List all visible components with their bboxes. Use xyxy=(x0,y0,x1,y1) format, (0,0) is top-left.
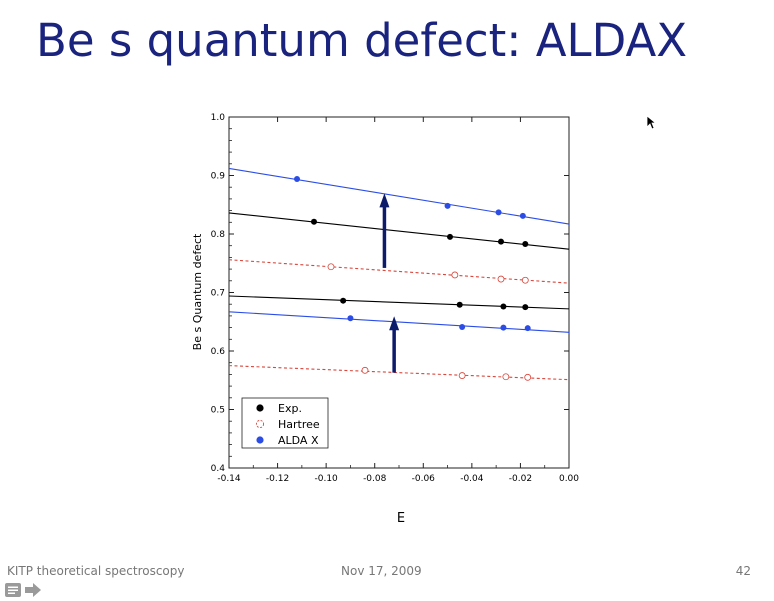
data-point xyxy=(497,275,505,283)
data-point xyxy=(451,271,459,279)
data-point xyxy=(311,218,317,225)
data-point xyxy=(500,324,507,331)
x-tick-label: 0.00 xyxy=(559,474,579,484)
quantum-defect-chart: E Be s Quantum defect -0.14 -0.12 -0.10 -0.… xyxy=(191,113,579,526)
legend-marker xyxy=(256,436,264,444)
legend-marker xyxy=(255,419,265,429)
footer-date: Nov 17, 2009 xyxy=(341,564,422,578)
fit-line xyxy=(228,311,570,333)
x-tick-label: -0.08 xyxy=(363,474,387,484)
legend: Exp. Hartree ALDA X xyxy=(241,397,329,449)
slide-navigation xyxy=(5,582,42,601)
y-tick-label: 0.7 xyxy=(211,289,225,299)
y-tick-label: 0.9 xyxy=(211,172,226,182)
y-axis-label: Be s Quantum defect xyxy=(191,233,204,350)
fit-line xyxy=(228,212,570,250)
annotation-arrows xyxy=(379,193,400,373)
data-point xyxy=(522,240,529,247)
mouse-cursor-icon xyxy=(646,115,657,134)
fit-line xyxy=(228,295,570,310)
fit-line xyxy=(228,365,570,381)
axis-labels: E Be s Quantum defect -0.14 -0.12 -0.10 -0.… xyxy=(191,113,579,526)
data-point xyxy=(502,373,510,381)
x-tick-label: -0.12 xyxy=(266,474,289,484)
y-tick-label: 0.5 xyxy=(211,406,225,416)
data-point xyxy=(495,209,502,216)
data-point xyxy=(447,233,453,240)
annotation-arrow-head xyxy=(379,193,390,208)
annotation-arrow-head xyxy=(389,316,400,331)
legend-label: ALDA X xyxy=(278,434,319,447)
legend-label: Hartree xyxy=(278,418,320,431)
arrow-right-icon[interactable] xyxy=(24,582,42,601)
x-tick-label: -0.10 xyxy=(314,474,338,484)
data-point xyxy=(444,202,451,209)
data-point xyxy=(500,303,507,310)
legend-marker xyxy=(256,404,264,412)
footer-left: KITP theoretical spectroscopy xyxy=(7,564,185,578)
data-point xyxy=(498,238,504,245)
data-point xyxy=(519,212,526,219)
fit-line xyxy=(228,259,570,284)
x-tick-label: -0.04 xyxy=(460,474,484,484)
data-point xyxy=(458,372,466,379)
data-point xyxy=(347,315,354,322)
data-point xyxy=(456,301,463,308)
data-point xyxy=(521,276,529,284)
y-tick-label: 0.8 xyxy=(211,230,226,240)
data-point xyxy=(524,373,532,381)
y-tick-label: 1.0 xyxy=(211,113,226,123)
data-point xyxy=(361,366,369,374)
y-tick-label: 0.4 xyxy=(211,464,226,474)
data-point xyxy=(340,297,347,304)
data-point xyxy=(459,324,466,331)
data-point xyxy=(522,304,529,311)
legend-label: Exp. xyxy=(278,402,302,415)
x-tick-label: -0.14 xyxy=(217,474,241,484)
data-points xyxy=(294,176,532,381)
plot-ticks xyxy=(228,116,570,469)
y-tick-label: 0.6 xyxy=(211,347,226,357)
fit-line xyxy=(228,167,570,225)
slide-title: Be s quantum defect: ALDAX xyxy=(36,14,688,67)
fit-lines xyxy=(228,167,570,381)
menu-icon[interactable] xyxy=(5,582,21,601)
data-point xyxy=(524,325,531,332)
slide-number: 42 xyxy=(735,564,751,578)
x-tick-label: -0.02 xyxy=(509,474,532,484)
x-axis-label: E xyxy=(397,511,405,526)
data-point xyxy=(294,176,300,183)
data-point xyxy=(327,263,335,271)
x-tick-label: -0.06 xyxy=(412,474,436,484)
